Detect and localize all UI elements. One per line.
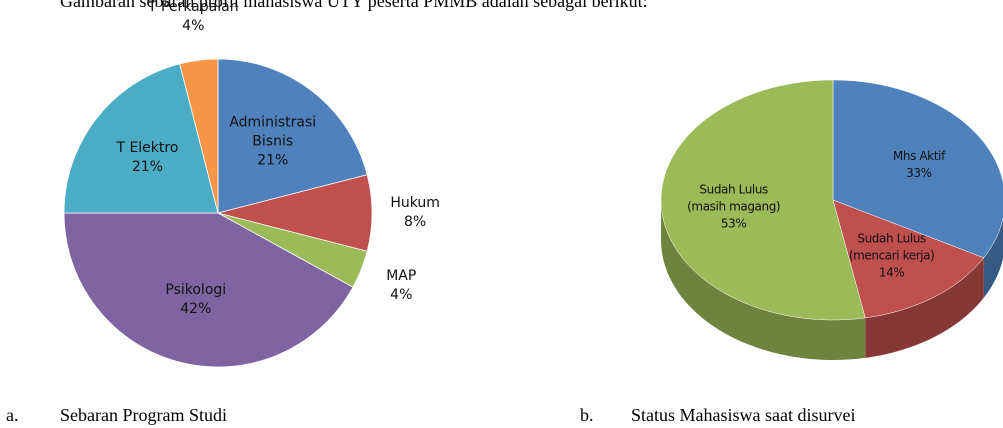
pie-slice bbox=[832, 199, 985, 319]
slice-label: Hukum 8% bbox=[360, 194, 470, 232]
slice-label: MAP 4% bbox=[346, 267, 456, 305]
caption: Status Mahasiswa saat disurvei bbox=[631, 405, 856, 425]
slice-category: Sudah Lulus (mencari kerja) bbox=[848, 231, 935, 263]
pie-slice bbox=[217, 58, 368, 214]
slice-value: 21% bbox=[131, 159, 163, 176]
caption: Sebaran Program Studi bbox=[60, 405, 227, 425]
slice-category: Hukum bbox=[390, 195, 440, 211]
slice-category: Psikologi bbox=[165, 281, 227, 298]
slice-value: 42% bbox=[180, 300, 212, 317]
slice-label: Sudah Lulus (mencari kerja) 14% bbox=[842, 231, 942, 282]
slice-category: T Perkapalan bbox=[148, 0, 239, 16]
slice-label: T Perkapalan 4% bbox=[138, 0, 248, 36]
pie-slice bbox=[660, 79, 866, 321]
pie-slice-side bbox=[865, 257, 984, 358]
pie-slice-side bbox=[983, 218, 1003, 298]
slice-value: 4% bbox=[182, 18, 205, 35]
slice-label: Mhs Aktif 33% bbox=[869, 148, 969, 182]
slice-category: MAP bbox=[386, 267, 417, 284]
pie-slice bbox=[63, 63, 219, 214]
caption-marker: b. bbox=[580, 405, 594, 425]
pie-slice-side bbox=[661, 200, 866, 360]
slice-category: Administrasi Bisnis bbox=[229, 114, 317, 150]
slice-label: T Elektro 21% bbox=[92, 139, 202, 177]
slice-label: Psikologi 42% bbox=[141, 281, 251, 319]
slice-value: 14% bbox=[878, 265, 905, 280]
pie-slice bbox=[179, 58, 219, 214]
slice-value: 8% bbox=[404, 214, 427, 230]
pie-slice bbox=[63, 212, 354, 368]
slice-category: Sudah Lulus (masih magang) bbox=[687, 182, 781, 214]
intro-text: Gambaran sebaran profil mahasiswa UTY pe… bbox=[60, 0, 648, 11]
slice-category: T Elektro bbox=[116, 140, 179, 157]
slice-label: Administrasi Bisnis 21% bbox=[218, 114, 328, 171]
slice-label: Sudah Lulus (masih magang) 53% bbox=[684, 181, 784, 232]
pie-slice bbox=[832, 79, 1003, 259]
slice-value: 33% bbox=[906, 165, 932, 180]
slice-value: 53% bbox=[720, 216, 747, 231]
slice-category: Mhs Aktif bbox=[892, 148, 945, 163]
caption-marker: a. bbox=[6, 405, 19, 425]
slice-value: 21% bbox=[257, 152, 289, 169]
slice-value: 4% bbox=[390, 286, 413, 303]
